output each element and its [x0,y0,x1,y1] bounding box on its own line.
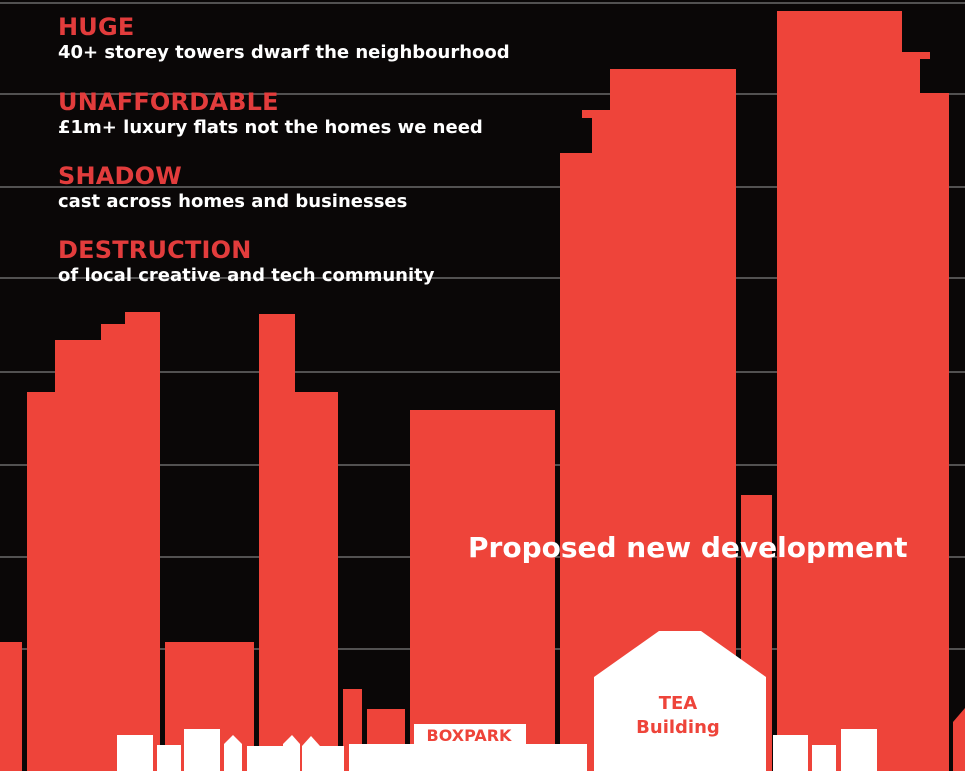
low-building-gable-1 [224,735,242,771]
low-building-9 [841,729,877,771]
tower-11 [953,708,965,771]
low-building-2 [157,745,181,771]
tower-4 [259,314,338,771]
tower-8 [560,69,736,771]
point-text-shadow: cast across homes and businesses [58,191,408,212]
low-building-6 [349,744,587,771]
point-heading-destruction: DESTRUCTION [58,236,252,264]
point-heading-huge: HUGE [58,13,135,41]
low-building-7 [773,735,808,771]
point-text-destruction: of local creative and tech community [58,265,435,286]
low-rise-buildings [117,631,877,771]
tea-building [594,631,766,771]
point-heading-shadow: SHADOW [58,162,182,190]
boxpark-label: BOXPARK [426,726,512,745]
proposed-development-label: Proposed new development [468,531,908,564]
tower-1 [0,642,22,771]
low-building-gable-3 [302,736,320,771]
tower-10 [777,11,949,771]
tower-7 [410,410,555,771]
tea-building-label: TEA Building [636,693,720,738]
point-text-huge: 40+ storey towers dwarf the neighbourhoo… [58,42,510,63]
point-text-unaffordable: £1m+ luxury flats not the homes we need [58,117,483,138]
low-building-3 [184,729,220,771]
boxpark-sign [414,724,526,748]
tower-2 [27,312,160,771]
low-building-1 [117,735,153,771]
low-building-8 [812,745,836,771]
low-building-5 [318,746,344,771]
point-heading-unaffordable: UNAFFORDABLE [58,88,279,116]
low-building-4 [247,746,283,771]
low-building-gable-2 [283,735,300,771]
